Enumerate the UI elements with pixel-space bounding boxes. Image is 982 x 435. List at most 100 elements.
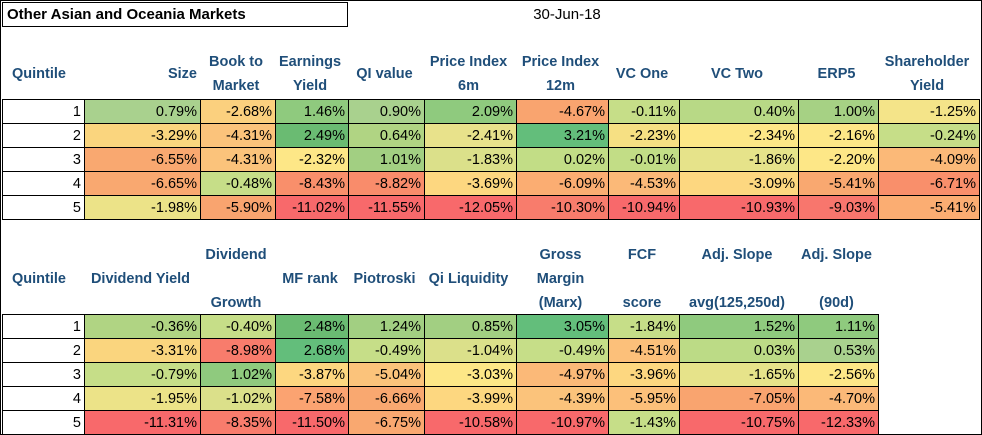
column-header: MF rank <box>275 243 345 315</box>
value-cell: -3.99% <box>424 386 517 411</box>
column-header: VC One <box>608 62 676 86</box>
value-cell: -3.09% <box>679 171 799 196</box>
column-header: ERP5 <box>798 62 875 86</box>
value-cell: 1.02% <box>200 362 276 387</box>
column-header: Book to Market <box>200 50 272 98</box>
value-cell: -11.02% <box>275 195 349 220</box>
value-cell: -12.33% <box>798 410 879 435</box>
quintile-cell: 2 <box>2 338 85 363</box>
column-header-line: Gross <box>539 247 582 263</box>
value-cell: -3.69% <box>424 171 517 196</box>
column-header-line: Yield <box>292 78 328 94</box>
sheet-title: Other Asian and Oceania Markets <box>2 2 348 27</box>
value-cell: -0.24% <box>878 123 980 148</box>
value-cell: -10.58% <box>424 410 517 435</box>
quintile-row: 2 -3.29% -4.31% 2.49% 0.64% -2.41% 3.21% -2.23%… <box>2 123 980 148</box>
quintile-row: 1 -0.36% -0.40% 2.48% 1.24% 0.85% 3.05% -1.84% 1… <box>2 314 879 339</box>
value-cell: 0.90% <box>348 99 425 124</box>
value-cell: 0.79% <box>84 99 201 124</box>
value-cell: -9.03% <box>798 195 879 220</box>
column-header-line: QI value <box>356 66 413 82</box>
column-header-line <box>84 243 197 267</box>
value-cell: -2.68% <box>200 99 276 124</box>
quintile-cell: 1 <box>2 314 85 339</box>
column-header-line: MF rank <box>282 271 338 287</box>
quintile-cell: 5 <box>2 195 85 220</box>
value-cell: -5.41% <box>878 195 980 220</box>
column-header-line <box>348 243 421 267</box>
value-cell: -3.29% <box>84 123 201 148</box>
column-header-line: Dividend Yield <box>90 271 191 287</box>
value-cell: -4.53% <box>608 171 680 196</box>
column-header-line: Qi Liquidity <box>428 271 509 287</box>
value-cell: -2.41% <box>424 123 517 148</box>
value-cell: 0.64% <box>348 123 425 148</box>
column-header-line: Market <box>212 78 260 94</box>
column-header-line <box>348 291 421 315</box>
column-header: Shareholder Yield <box>878 50 976 98</box>
value-cell: -3.03% <box>424 362 517 387</box>
column-header: Dividend Growth <box>200 243 272 315</box>
value-cell: -6.71% <box>878 171 980 196</box>
value-cell: -3.96% <box>608 362 680 387</box>
value-cell: -1.83% <box>424 147 517 172</box>
column-header: Price Index 6m <box>424 50 513 98</box>
quintile-cell: 3 <box>2 147 85 172</box>
value-cell: 2.49% <box>275 123 349 148</box>
column-header: Quintile <box>12 243 84 315</box>
value-cell: -2.56% <box>798 362 879 387</box>
value-cell: -5.04% <box>348 362 425 387</box>
column-header-line <box>275 243 345 267</box>
value-cell: -4.70% <box>798 386 879 411</box>
column-header: Price Index 12m <box>516 50 605 98</box>
column-header: Adj. Slope avg(125,250d) <box>679 243 795 315</box>
quintile-row: 2 -3.31% -8.98% 2.68% -0.49% -1.04% -0.49% -4.5… <box>2 338 879 363</box>
value-cell: -2.32% <box>275 147 349 172</box>
value-cell: -7.58% <box>275 386 349 411</box>
column-header-line: Quintile <box>12 271 66 287</box>
value-cell: -0.40% <box>200 314 276 339</box>
column-header-line: Dividend <box>205 247 267 263</box>
value-cell: -10.30% <box>516 195 609 220</box>
value-cell: -5.90% <box>200 195 276 220</box>
column-header: Size <box>84 62 197 86</box>
quintile-cell: 3 <box>2 362 85 387</box>
value-cell: -1.65% <box>679 362 799 387</box>
column-header-line: ERP5 <box>817 66 856 82</box>
column-header-line <box>275 291 345 315</box>
value-cell: -8.98% <box>200 338 276 363</box>
column-header: VC Two <box>679 62 795 86</box>
value-cell: -0.48% <box>200 171 276 196</box>
value-cell: 2.09% <box>424 99 517 124</box>
value-cell: -4.31% <box>200 123 276 148</box>
column-header-line: score <box>622 295 662 311</box>
value-cell: -10.93% <box>679 195 799 220</box>
column-header-line: Earnings <box>278 54 342 70</box>
column-header: Adj. Slope (90d) <box>798 243 875 315</box>
quintile-row: 4 -1.95% -1.02% -7.58% -6.66% -3.99% -4.39% -5.… <box>2 386 879 411</box>
column-header-line: Size <box>167 66 197 82</box>
column-header-line: avg(125,250d) <box>689 295 785 311</box>
column-header-line <box>424 243 513 267</box>
value-cell: -7.05% <box>679 386 799 411</box>
value-cell: -1.04% <box>424 338 517 363</box>
column-header-line: Yield <box>909 78 945 94</box>
column-header-line: VC Two <box>710 66 764 82</box>
quintile-cell: 4 <box>2 171 85 196</box>
column-header-line: Price Index <box>521 54 600 70</box>
value-cell: -0.49% <box>348 338 425 363</box>
factor-table-1: 1 0.79% -2.68% 1.46% 0.90% 2.09% -4.67% -0.11% 0… <box>2 99 980 220</box>
column-header-line: 6m <box>458 78 479 94</box>
value-cell: -2.34% <box>679 123 799 148</box>
column-header-line: Adj. Slope <box>801 247 872 263</box>
column-header-line: Adj. Slope <box>701 247 773 263</box>
value-cell: -5.95% <box>608 386 680 411</box>
value-cell: -4.97% <box>516 362 609 387</box>
column-header: Earnings Yield <box>275 50 345 98</box>
column-header-line: VC One <box>615 66 669 82</box>
column-header-line <box>608 267 676 291</box>
value-cell: -2.20% <box>798 147 879 172</box>
value-cell: -11.31% <box>84 410 201 435</box>
value-cell: -6.75% <box>348 410 425 435</box>
column-header: Gross Margin (Marx) <box>516 243 605 315</box>
